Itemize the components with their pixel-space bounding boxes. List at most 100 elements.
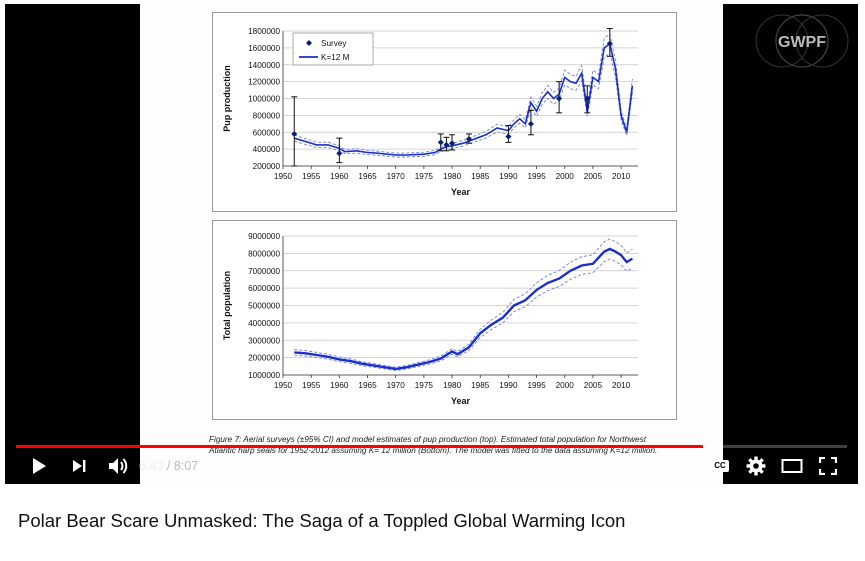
fullscreen-button[interactable] — [813, 448, 843, 484]
x-tick-label: 1965 — [358, 381, 377, 390]
x-tick-label: 1970 — [387, 172, 406, 181]
y-tick-label: 1000000 — [248, 95, 280, 104]
time-separator: / — [163, 459, 174, 473]
survey-point — [437, 139, 444, 146]
legend-model-label: K=12 M — [321, 53, 350, 62]
survey-point — [556, 95, 563, 102]
y-tick-label: 1400000 — [248, 61, 280, 70]
fullscreen-icon — [819, 457, 837, 475]
mute-button[interactable] — [101, 448, 135, 484]
series-lower-bound — [294, 52, 633, 158]
y-tick-label: 4000000 — [248, 319, 280, 328]
svg-text:GWPF: GWPF — [778, 34, 826, 51]
y-tick-label: 9000000 — [248, 232, 280, 241]
volume-icon — [109, 458, 128, 474]
y-tick-label: 400000 — [253, 145, 281, 154]
x-tick-label: 1960 — [330, 172, 349, 181]
series-line — [294, 247, 634, 371]
x-axis-label: Year — [451, 187, 471, 197]
x-tick-label: 2000 — [556, 381, 575, 390]
x-tick-label: 2005 — [584, 172, 603, 181]
survey-point — [291, 130, 298, 137]
progress-bar[interactable] — [16, 445, 847, 448]
x-tick-label: 1990 — [499, 172, 518, 181]
gwpf-watermark-logo: GWPF — [754, 12, 850, 70]
pup-production-chart: 200000 400000 600000 800000 1000000 1200000 14… — [212, 12, 677, 212]
y-tick-label: 5000000 — [248, 302, 280, 311]
theater-mode-button[interactable] — [777, 448, 807, 484]
next-icon — [73, 460, 86, 472]
x-tick-label: 1980 — [443, 381, 462, 390]
x-tick-label: 1970 — [387, 381, 406, 390]
x-tick-label: 2005 — [584, 381, 603, 390]
series-line — [294, 42, 634, 156]
x-tick-label: 1950 — [274, 172, 293, 181]
play-icon — [33, 458, 46, 474]
survey-point — [336, 150, 343, 157]
next-button[interactable] — [63, 448, 95, 484]
y-tick-label: 600000 — [253, 128, 281, 137]
x-tick-label: 1955 — [302, 381, 321, 390]
x-axis-label: Year — [451, 396, 471, 406]
legend-survey-marker — [306, 40, 312, 46]
survey-point — [465, 136, 472, 142]
x-tick-label: 1975 — [415, 172, 434, 181]
survey-point — [443, 141, 450, 148]
total-population-chart-svg: 1000000 2000000 3000000 4000000 5000000 60000… — [222, 232, 638, 406]
x-tick-label: 2010 — [612, 172, 631, 181]
x-tick-label: 1985 — [471, 381, 490, 390]
settings-button[interactable] — [741, 448, 771, 484]
gear-icon — [746, 456, 766, 476]
subtitles-button[interactable]: CC — [705, 448, 735, 484]
figure-caption: Figure 7: Aerial surveys (±95% CI) and m… — [209, 435, 658, 455]
x-tick-label: 1955 — [302, 172, 321, 181]
y-axis-label: Total population — [222, 271, 232, 340]
x-tick-label: 1990 — [499, 381, 518, 390]
y-tick-label: 1200000 — [248, 78, 280, 87]
x-tick-label: 1965 — [358, 172, 377, 181]
x-tick-label: 1995 — [527, 381, 546, 390]
x-tick-label: 1950 — [274, 381, 293, 390]
pup-production-chart-svg: 200000 400000 600000 800000 1000000 1200000 14… — [222, 27, 638, 197]
x-tick-label: 2000 — [556, 172, 575, 181]
x-tick-label: 1985 — [471, 172, 490, 181]
x-tick-label: 2010 — [612, 381, 631, 390]
video-player[interactable]: 200000 400000 600000 800000 1000000 1200000 14… — [5, 4, 858, 484]
x-tick-label: 1980 — [443, 172, 462, 181]
current-time: 6:43 — [139, 459, 164, 473]
player-controls: 6:43 / 8:07 CC — [5, 448, 858, 484]
x-tick-label: 1960 — [330, 381, 349, 390]
y-tick-label: 800000 — [253, 111, 281, 120]
legend-survey-label: Survey — [321, 39, 347, 48]
theater-icon — [781, 459, 803, 473]
y-tick-label: 1800000 — [248, 27, 280, 36]
duration: 8:07 — [173, 459, 199, 473]
y-tick-label: 6000000 — [248, 284, 280, 293]
play-button[interactable] — [23, 448, 55, 484]
y-tick-label: 1600000 — [248, 44, 280, 53]
y-tick-label: 7000000 — [248, 267, 280, 276]
survey-point — [505, 133, 512, 140]
video-frame-slide: 200000 400000 600000 800000 1000000 1200000 14… — [140, 4, 723, 484]
time-display: 6:43 / 8:07 — [139, 448, 198, 484]
y-tick-label: 3000000 — [248, 336, 280, 345]
legend-box — [292, 32, 374, 66]
series-upper-bound — [294, 238, 633, 368]
y-tick-label: 1000000 — [248, 371, 280, 380]
survey-point — [606, 40, 613, 47]
survey-point — [584, 95, 591, 102]
survey-point — [449, 140, 456, 147]
progress-bar-played — [16, 445, 704, 448]
survey-point — [527, 120, 534, 127]
x-tick-label: 1995 — [527, 172, 546, 181]
total-population-chart: 1000000 2000000 3000000 4000000 5000000 60000… — [212, 220, 677, 420]
y-tick-label: 8000000 — [248, 249, 280, 258]
series-upper-bound — [294, 33, 633, 154]
x-tick-label: 1975 — [415, 381, 434, 390]
y-tick-label: 2000000 — [248, 354, 280, 363]
video-title[interactable]: Polar Bear Scare Unmasked: The Saga of a… — [18, 510, 626, 531]
y-axis-label: Pup production — [222, 65, 232, 132]
cc-icon: CC — [711, 460, 729, 472]
y-tick-label: 200000 — [253, 162, 281, 171]
series-lower-bound — [294, 258, 633, 372]
